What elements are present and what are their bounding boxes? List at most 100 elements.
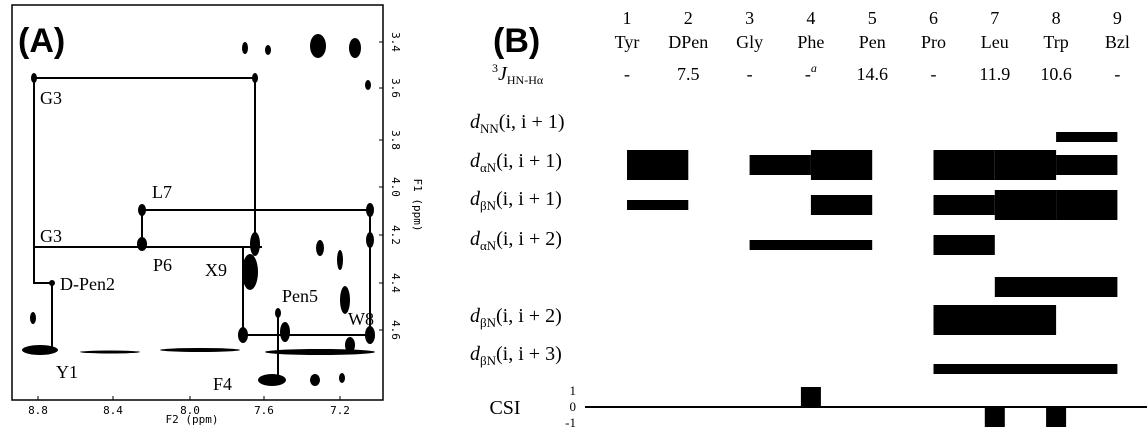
residue-name: Phe (797, 32, 824, 52)
noe-bar (994, 190, 1057, 220)
residue-number: 5 (868, 8, 877, 28)
x-tick-label: 8.0 (180, 404, 200, 417)
x-axis-label: F2 (ppm) (166, 413, 219, 426)
panel-a: (A) F2 (ppm) F1 (ppm) G3 L7 G3 P6 D-Pen2… (11, 4, 424, 426)
y-tick-label: 3.6 (389, 78, 402, 98)
noe-label-sub: αN (480, 238, 497, 253)
j-label-sub: HN-Hα (507, 73, 544, 87)
j-value: 10.6 (1040, 64, 1072, 84)
noe-bar (749, 155, 811, 175)
csi-bar (800, 387, 821, 407)
residue-number: 6 (929, 8, 938, 28)
x-tick-label: 8.8 (28, 404, 48, 417)
noe-label: dβN(i, i + 1) (470, 188, 562, 213)
j-value: 11.9 (979, 64, 1010, 84)
x-tick-label: 7.2 (330, 404, 350, 417)
residue-name: Tyr (615, 32, 640, 52)
noe-bar (810, 195, 873, 215)
noe-label-args: (i, i + 2) (496, 305, 562, 327)
j-value: - (747, 64, 753, 84)
residue-number: 4 (806, 8, 815, 28)
residue-number: 3 (745, 8, 754, 28)
noe-label-main: d (470, 228, 481, 250)
noe-label: dNN(i, i + 1) (470, 111, 565, 136)
noe-label: dβN(i, i + 2) (470, 305, 562, 330)
noe-label-sub: βN (480, 353, 497, 368)
noe-label-main: d (470, 343, 481, 365)
noe-label-args: (i, i + 1) (496, 188, 562, 210)
j-value: 7.5 (677, 64, 700, 84)
peak-label: G3 (40, 226, 62, 246)
spectrum-frame (11, 4, 384, 401)
noe-label: dαN(i, i + 1) (470, 150, 562, 175)
noe-bar (994, 150, 1057, 180)
y-tick-label: 3.8 (389, 130, 402, 150)
residue-number: 2 (684, 8, 693, 28)
peak-label: Y1 (56, 362, 78, 382)
residue-name: Leu (981, 32, 1009, 52)
j-value: -a (805, 61, 817, 84)
residue-name: Trp (1043, 32, 1068, 52)
noe-label-main: d (470, 111, 481, 133)
peak-label: D-Pen2 (60, 274, 115, 294)
j-label-sup: 3 (492, 61, 498, 75)
noe-label-sub: βN (480, 315, 497, 330)
residue-name: Gly (736, 32, 763, 52)
y-tick-label: 4.2 (389, 225, 402, 245)
residue-number: 7 (990, 8, 999, 28)
residue-number: 9 (1113, 8, 1122, 28)
j-label-main: J (498, 63, 508, 85)
noe-bar (933, 150, 995, 180)
csi-tick-label: 1 (570, 383, 577, 398)
j-value-text: - (805, 64, 811, 84)
y-axis-label: F1 (ppm) (411, 179, 424, 232)
noe-bar (933, 195, 995, 215)
residue-name: Bzl (1105, 32, 1130, 52)
noe-label-args: (i, i + 1) (496, 150, 562, 172)
peak-label: F4 (213, 374, 232, 394)
noe-bar (1056, 190, 1118, 220)
x-tick-label: 8.4 (103, 404, 123, 417)
noe-bar (810, 150, 873, 180)
panel-label: (B) (493, 22, 540, 60)
residue-name: Pro (921, 32, 946, 52)
csi-tick-label: 0 (570, 399, 577, 414)
noe-bar (1056, 155, 1118, 175)
connectivity-lines (33, 77, 371, 380)
panel-label: (A) (18, 22, 65, 60)
noe-label-sub: αN (480, 160, 497, 175)
noe-label-args: (i, i + 1) (499, 111, 565, 133)
noe-bar (1056, 132, 1118, 142)
peak-label: P6 (153, 255, 172, 275)
noe-label-main: d (470, 305, 481, 327)
noe-label-args: (i, i + 3) (496, 343, 562, 365)
noe-label-main: d (470, 150, 481, 172)
residue-number: 8 (1052, 8, 1061, 28)
noe-label-sub: βN (480, 198, 497, 213)
peak-label: L7 (152, 182, 172, 202)
x-tick-label: 7.6 (254, 404, 274, 417)
j-value: - (931, 64, 937, 84)
y-tick-label: 4.6 (389, 320, 402, 340)
residue-name: Pen (859, 32, 886, 52)
y-tick-label: 4.4 (389, 273, 402, 293)
peak-label: X9 (205, 260, 227, 280)
y-tick-label: 4.0 (389, 177, 402, 197)
noe-label-args: (i, i + 2) (496, 228, 562, 250)
panel-b: (B) 1 Tyr - 2 DPen 7.5 3 Gly - 4 Phe -a 5 Pen 14.6 6 Pro… (470, 8, 1147, 427)
noe-bar (627, 150, 689, 180)
peak-label: Pen5 (282, 286, 318, 306)
j-value: - (624, 64, 630, 84)
csi-bar (1046, 407, 1067, 427)
residue-name: DPen (668, 32, 708, 52)
noe-bar (933, 364, 1118, 374)
j-value: 14.6 (856, 64, 888, 84)
csi-bar (984, 407, 1005, 427)
noe-label: dαN(i, i + 2) (470, 228, 562, 253)
noe-bar (627, 200, 689, 210)
j-value: - (1114, 64, 1120, 84)
y-tick-label: 3.4 (389, 32, 402, 52)
noe-bar (933, 235, 995, 255)
noe-bar (933, 305, 1057, 335)
